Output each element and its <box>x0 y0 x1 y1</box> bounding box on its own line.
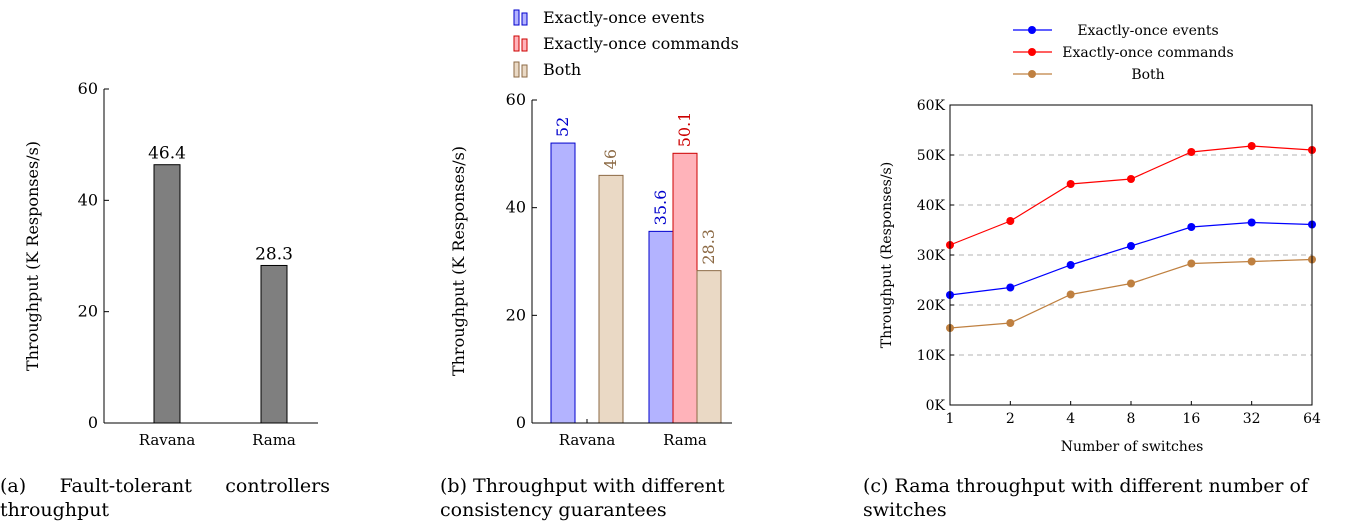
chart-c-axes <box>949 104 1313 406</box>
chart-c-legend-label: Both <box>1131 67 1164 83</box>
chart-c-legend-label: Exactly-once commands <box>1062 45 1233 61</box>
chart-c-y-tick-label: 10K <box>917 348 946 364</box>
chart-c-x-tick-label: 64 <box>1303 411 1321 427</box>
chart-b-bar <box>598 174 624 424</box>
chart-a-ylabel: Throughput (K Responses/s) <box>23 141 42 371</box>
chart-c-xlabel: Number of switches <box>1061 439 1204 455</box>
chart-c-lines <box>946 142 1316 332</box>
caption-c: (c) Rama throughput with different numbe… <box>863 475 1309 521</box>
chart-b-legend-label: Exactly-once commands <box>543 34 739 53</box>
chart-c-grid <box>950 154 1312 356</box>
caption-b: (b) Throughput with different consistenc… <box>440 475 725 521</box>
chart-b-legend-swatch <box>513 9 520 26</box>
chart-b-y-axis: 0 20 40 60 <box>506 90 537 432</box>
chart-b-legend-swatch <box>521 12 528 26</box>
chart-b-legend-swatch <box>513 35 520 52</box>
chart-a-bar <box>260 264 288 424</box>
chart-c-y-tick-label: 50K <box>917 148 946 164</box>
chart-b-y-tick-label: 60 <box>506 90 526 109</box>
chart-b-legend-label: Both <box>543 60 581 79</box>
chart-c-x-tick-label: 4 <box>1066 411 1075 427</box>
chart-c-ylabel: Throughput (Responses/s) <box>879 162 895 348</box>
chart-b-ylabel: Throughput (K Responses/s) <box>449 146 468 376</box>
chart-a-y-axis: 0 20 40 60 <box>78 79 109 432</box>
chart-c-x-axis: 1 2 4 8 16 32 64 <box>946 401 1321 427</box>
chart-a-y-tick-label: 60 <box>78 79 98 98</box>
chart-b-bar <box>672 152 698 424</box>
chart-b-bar-value-label: 46 <box>601 149 620 169</box>
chart-c-y-tick-label: 20K <box>917 298 946 314</box>
chart-a-y-tick-label: 0 <box>88 413 98 432</box>
chart-c-x-tick-label: 8 <box>1127 411 1136 427</box>
chart-b-legend-swatch <box>521 38 528 52</box>
chart-c-data-point <box>1127 242 1135 250</box>
chart-b-y-tick-label: 20 <box>506 305 526 324</box>
chart-c-y-tick-label: 60K <box>917 98 946 114</box>
chart-b-axes <box>531 100 732 424</box>
chart-a-bars: 46.4 28.3 <box>148 144 293 424</box>
chart-b-bars: 52 46 35.6 50.1 28.3 <box>550 112 722 424</box>
chart-c-y-tick-label: 30K <box>917 248 946 264</box>
chart-b-x-axis: Ravana Rama <box>559 419 707 449</box>
chart-c-data-point <box>1187 223 1196 231</box>
chart-b-bar <box>550 142 576 424</box>
chart-c-legend-marker <box>1028 26 1036 34</box>
chart-b-bar-value-label: 50.1 <box>675 112 694 148</box>
chart-b-x-tick-label: Ravana <box>559 431 616 449</box>
chart-c-legend-label: Exactly-once events <box>1077 23 1218 39</box>
chart-b-legend-label: Exactly-once events <box>543 8 705 27</box>
chart-c-data-point <box>1006 217 1015 225</box>
chart-a-x-tick-label: Rama <box>252 431 296 449</box>
chart-b-x-tick-label: Rama <box>663 431 707 449</box>
chart-c-data-point <box>1066 180 1075 188</box>
caption-a: (a) Fault-tolerant controllers throughpu… <box>0 475 330 521</box>
chart-b-y-tick-label: 40 <box>506 198 526 217</box>
chart-a-axes <box>103 89 318 424</box>
chart-c-data-point <box>1187 148 1196 156</box>
chart-c-data-point <box>1066 261 1075 269</box>
chart-b: Exactly-once events Exactly-once commands… <box>449 8 739 449</box>
chart-c-legend: Exactly-once events Exactly-once commands… <box>1013 23 1234 83</box>
chart-b-bar <box>648 230 674 424</box>
chart-c-x-tick-label: 2 <box>1006 411 1015 427</box>
chart-a-bar <box>153 164 181 424</box>
chart-c-data-point <box>1187 259 1196 268</box>
chart-b-y-tick-label: 0 <box>516 413 526 432</box>
chart-a-x-tick-label: Ravana <box>139 431 196 449</box>
chart-b-bar-value-label: 28.3 <box>699 229 718 265</box>
chart-c: Exactly-once events Exactly-once commands… <box>879 23 1321 455</box>
chart-c-data-point <box>1247 218 1256 227</box>
chart-c-legend-marker <box>1028 48 1036 56</box>
chart-b-bar <box>696 270 722 424</box>
chart-c-series-line <box>949 258 1313 329</box>
chart-c-x-tick-label: 16 <box>1182 411 1200 427</box>
chart-c-data-point <box>1127 175 1135 183</box>
chart-b-bar-value-label: 52 <box>553 117 572 137</box>
chart-c-x-tick-label: 1 <box>946 411 955 427</box>
chart-b-legend-swatch <box>521 64 528 78</box>
chart-c-x-tick-label: 32 <box>1243 411 1261 427</box>
chart-c-series-line <box>949 145 1313 246</box>
chart-c-data-point <box>1006 319 1015 327</box>
chart-c-plot-frame <box>949 104 1313 406</box>
chart-b-legend: Exactly-once events Exactly-once commands… <box>513 8 739 79</box>
chart-c-data-point <box>1066 290 1075 299</box>
chart-c-data-point <box>1247 257 1256 266</box>
chart-a-bar-value-label: 46.4 <box>148 144 186 164</box>
chart-c-data-point <box>1247 142 1256 150</box>
chart-c-y-axis: 0K 10K 20K 30K 40K 50K 60K <box>917 98 954 414</box>
chart-b-legend-swatch <box>513 61 520 78</box>
chart-c-data-point <box>1006 283 1015 292</box>
chart-a-y-tick-label: 20 <box>78 302 98 321</box>
chart-a-y-tick-label: 40 <box>78 190 98 209</box>
chart-a: Throughput (K Responses/s) 0 20 40 60 Ravan… <box>23 79 318 449</box>
chart-b-bar-value-label: 35.6 <box>651 190 670 226</box>
chart-a-bar-value-label: 28.3 <box>255 244 293 264</box>
chart-c-data-point <box>1127 279 1135 288</box>
chart-c-legend-marker <box>1028 70 1036 78</box>
chart-c-y-tick-label: 0K <box>926 398 946 414</box>
chart-c-y-tick-label: 40K <box>917 198 946 214</box>
